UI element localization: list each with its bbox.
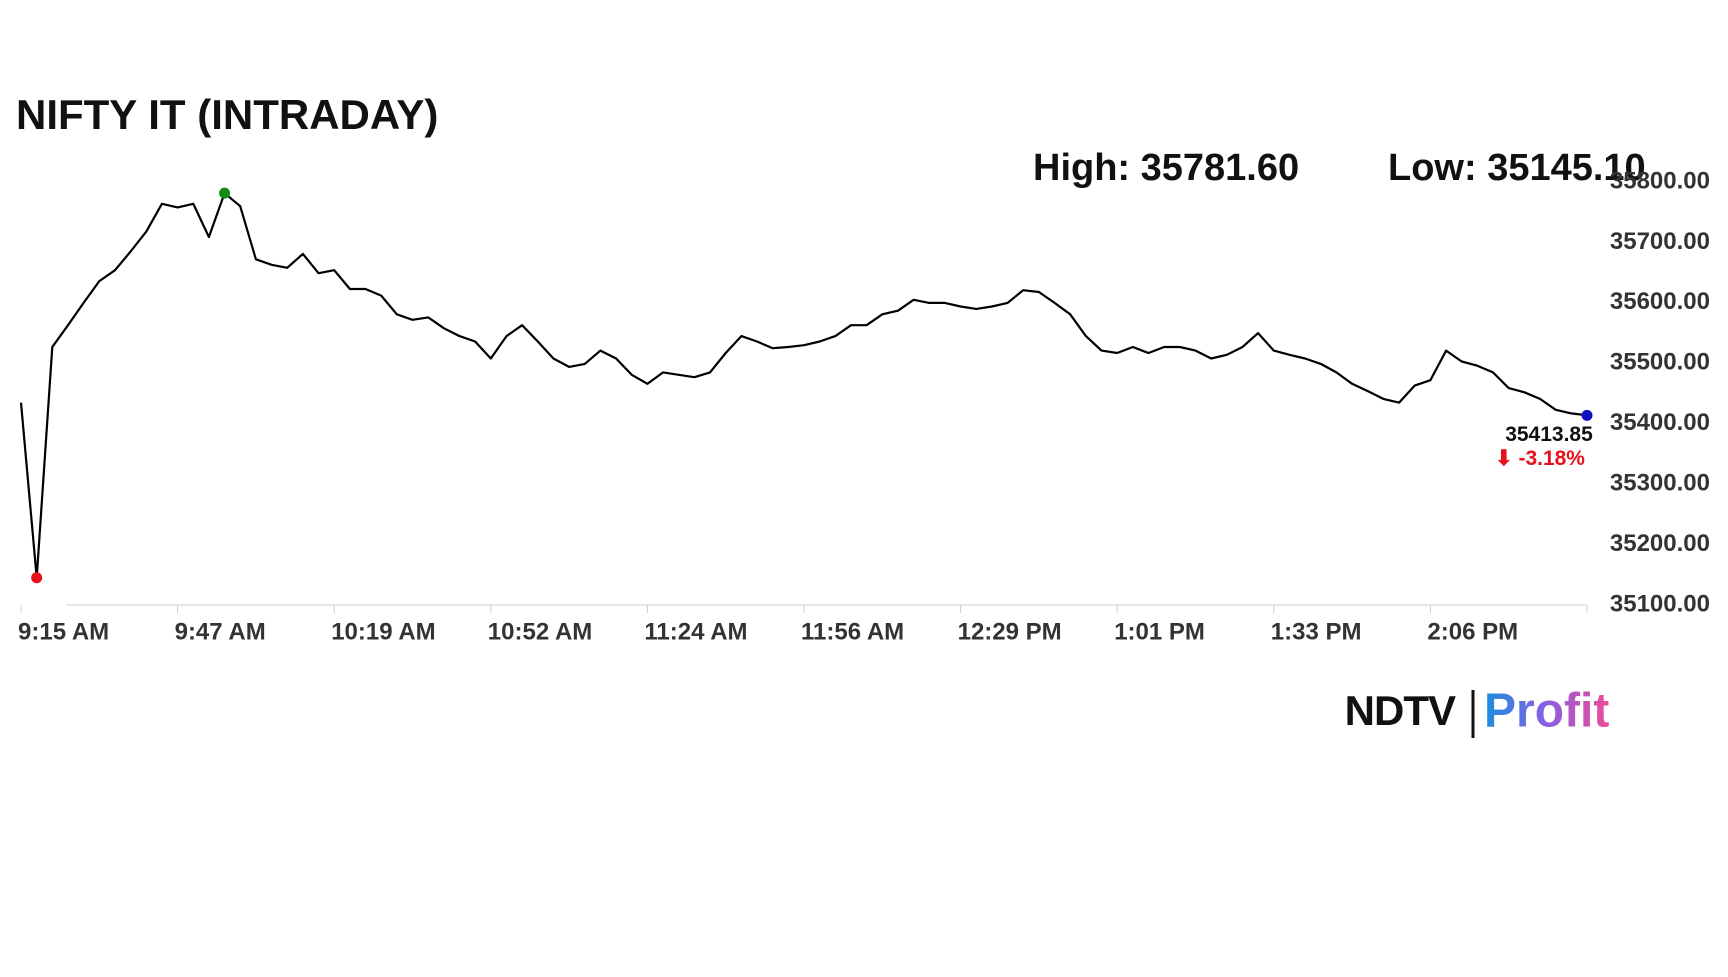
x-tick-label: 11:24 AM <box>644 618 747 645</box>
price-line <box>19 192 1588 579</box>
y-tick-label: 35600.00 <box>1610 288 1710 315</box>
y-tick-label: 35400.00 <box>1610 409 1710 436</box>
y-tick-label: 35800.00 <box>1610 167 1710 194</box>
logo-ndtv: NDTV <box>1345 687 1456 734</box>
x-tick-label: 1:33 PM <box>1271 618 1362 645</box>
last-dot <box>1581 409 1593 421</box>
x-tick-label: 1:01 PM <box>1114 618 1205 645</box>
low-dot <box>31 572 43 584</box>
x-tick-label: 9:15 AM <box>18 618 109 645</box>
x-tick-label: 9:47 AM <box>175 618 266 645</box>
high-label: High: 35781.60 <box>1033 147 1299 189</box>
last-value-label: 35413.85 <box>1505 423 1593 446</box>
y-tick-label: 35200.00 <box>1610 530 1710 557</box>
change-label: ⬇ -3.18% <box>1495 447 1585 470</box>
y-tick-label: 35500.00 <box>1610 349 1710 376</box>
y-tick-label: 35300.00 <box>1610 469 1710 496</box>
logo-profit: Profit <box>1484 685 1609 738</box>
x-tick-label: 10:19 AM <box>331 618 435 645</box>
chart-title: NIFTY IT (INTRADAY) <box>16 91 438 138</box>
y-tick-label: 35700.00 <box>1610 228 1710 255</box>
x-tick-label: 12:29 PM <box>958 618 1062 645</box>
high-dot <box>219 187 231 199</box>
x-tick-label: 2:06 PM <box>1427 618 1518 645</box>
x-tick-label: 10:52 AM <box>488 618 592 645</box>
low-label: Low: 35145.10 <box>1388 147 1646 189</box>
y-tick-label: 35100.00 <box>1610 590 1710 617</box>
x-tick-label: 11:56 AM <box>801 618 904 645</box>
